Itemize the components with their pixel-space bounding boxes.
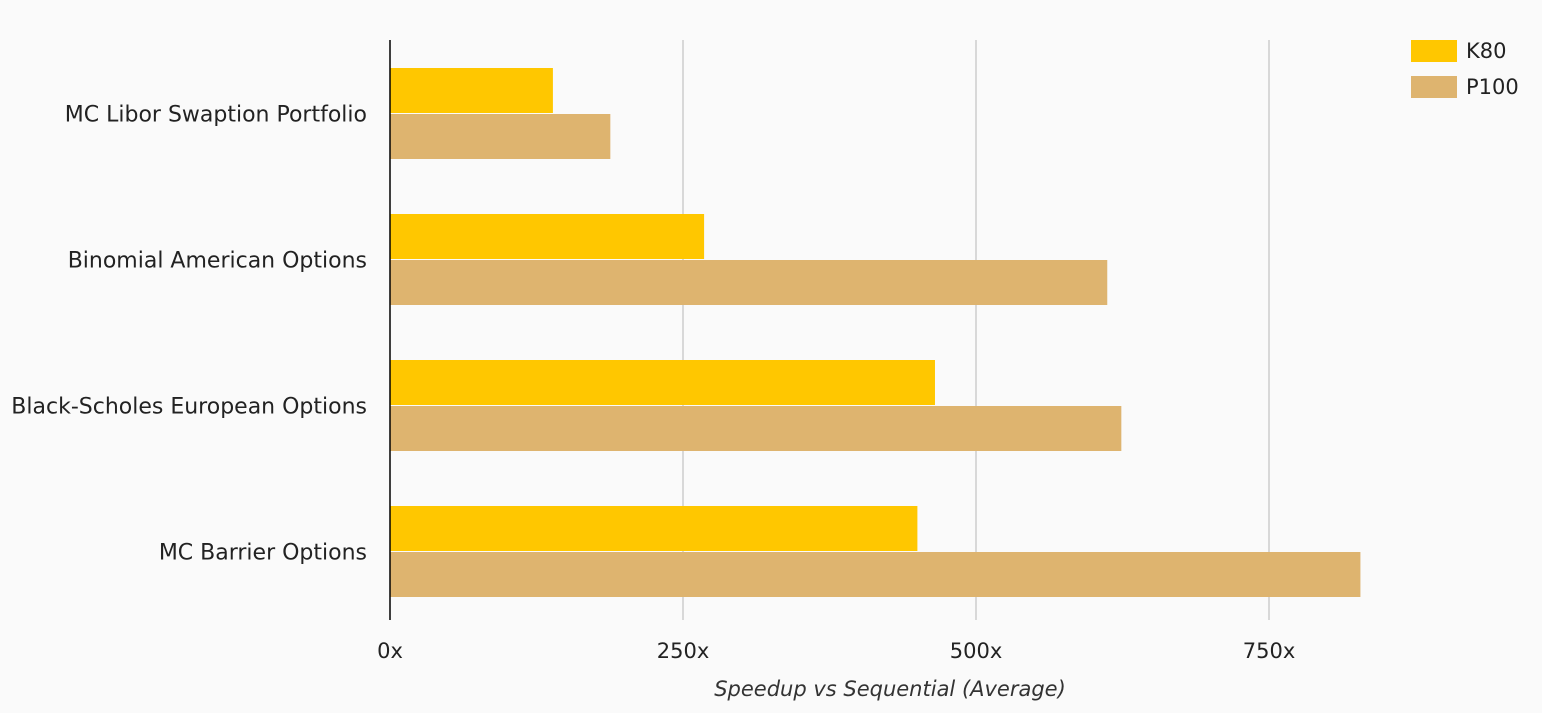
bar-p100-3 (390, 406, 1122, 451)
category-label: MC Libor Swaption Portfolio (65, 103, 367, 128)
x-axis-title: Speedup vs Sequential (Average) (714, 677, 1066, 701)
legend-swatch-p100 (1411, 76, 1457, 98)
legend-label-p100: P100 (1466, 75, 1519, 99)
bar-p100-4 (390, 552, 1361, 597)
legend-label-k80: K80 (1466, 39, 1507, 63)
x-tick-label: 0x (377, 639, 403, 663)
x-tick-labels: 0x 250x 500x 750x (377, 639, 1295, 663)
bar-k80-3 (390, 360, 935, 405)
category-label: MC Barrier Options (159, 541, 367, 566)
category-label: Black-Scholes European Options (11, 395, 367, 420)
bar-p100-2 (390, 260, 1108, 305)
category-labels: MC Libor Swaption Portfolio Binomial Amer… (11, 103, 367, 566)
bars (390, 68, 1361, 597)
x-tick-label: 250x (657, 639, 710, 663)
bar-k80-4 (390, 506, 918, 551)
bar-k80-2 (390, 214, 705, 259)
legend-swatch-k80 (1411, 40, 1457, 62)
x-tick-label: 750x (1243, 639, 1296, 663)
bar-k80-1 (390, 68, 553, 113)
bar-p100-1 (390, 114, 611, 159)
legend: K80 P100 (1411, 39, 1519, 99)
category-label: Binomial American Options (68, 249, 367, 274)
x-tick-label: 500x (950, 639, 1003, 663)
